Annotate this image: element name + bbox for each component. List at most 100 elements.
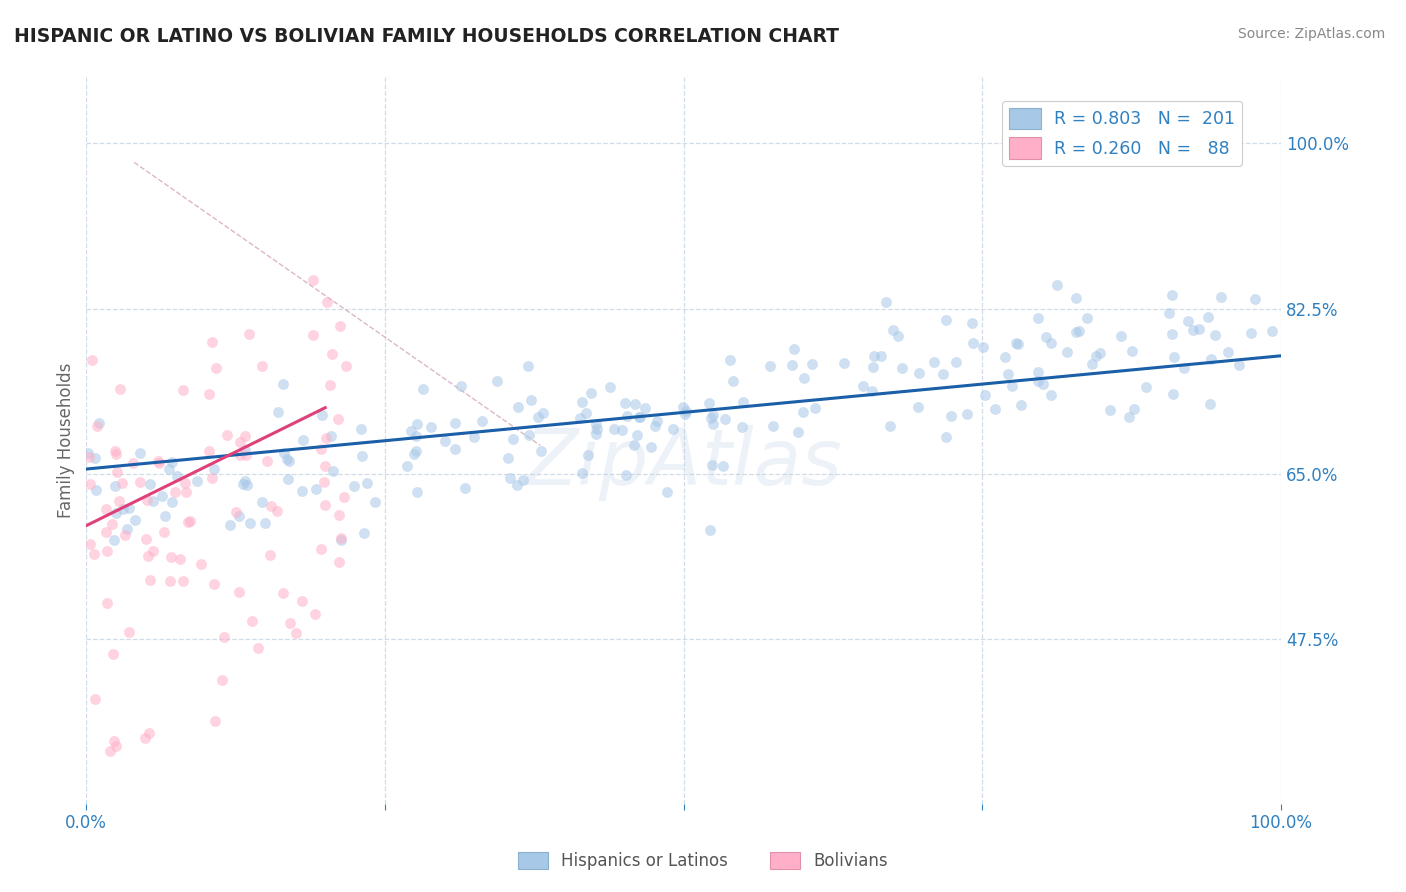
- Point: [405, 429, 427, 443]
- Point: [94, 524, 117, 539]
- Point: [98, 743, 121, 757]
- Point: [1243, 292, 1265, 306]
- Point: [118, 501, 141, 516]
- Point: [96, 544, 118, 558]
- Point: [673, 407, 696, 421]
- Point: [79, 537, 101, 551]
- Point: [718, 352, 741, 367]
- Point: [309, 442, 332, 456]
- Point: [516, 359, 538, 374]
- Point: [419, 419, 441, 434]
- Point: [276, 452, 298, 467]
- Point: [852, 378, 875, 392]
- Point: [343, 479, 366, 493]
- Point: [412, 382, 434, 396]
- Point: [1197, 310, 1219, 325]
- Point: [887, 329, 910, 343]
- Point: [128, 446, 150, 460]
- Point: [759, 359, 782, 373]
- Point: [329, 319, 352, 334]
- Point: [1085, 349, 1108, 363]
- Point: [405, 417, 427, 431]
- Point: [1046, 277, 1069, 292]
- Point: [792, 405, 814, 419]
- Point: [278, 615, 301, 630]
- Text: HISPANIC OR LATINO VS BOLIVIAN FAMILY HOUSEHOLDS CORRELATION CHART: HISPANIC OR LATINO VS BOLIVIAN FAMILY HO…: [14, 27, 839, 45]
- Point: [399, 424, 422, 438]
- Point: [471, 414, 494, 428]
- Point: [1173, 360, 1195, 375]
- Point: [321, 347, 343, 361]
- Point: [122, 456, 145, 470]
- Point: [238, 326, 260, 341]
- Point: [945, 355, 967, 369]
- Point: [83, 692, 105, 706]
- Point: [997, 367, 1019, 381]
- Point: [314, 458, 336, 473]
- Point: [139, 573, 162, 587]
- Point: [330, 533, 353, 547]
- Point: [235, 448, 257, 462]
- Point: [159, 574, 181, 589]
- Point: [700, 458, 723, 472]
- Point: [645, 414, 668, 428]
- Point: [1201, 351, 1223, 366]
- Point: [603, 422, 626, 436]
- Point: [614, 396, 637, 410]
- Point: [907, 401, 929, 415]
- Point: [402, 447, 425, 461]
- Point: [869, 349, 891, 363]
- Point: [198, 443, 221, 458]
- Point: [115, 522, 138, 536]
- Point: [94, 501, 117, 516]
- Point: [879, 419, 901, 434]
- Point: [1080, 357, 1102, 371]
- Text: ZipAtlas: ZipAtlas: [524, 425, 842, 500]
- Point: [571, 466, 593, 480]
- Point: [142, 544, 165, 558]
- Point: [1032, 377, 1054, 392]
- Point: [259, 549, 281, 563]
- Point: [444, 442, 467, 457]
- Point: [527, 409, 550, 424]
- Point: [1118, 410, 1140, 425]
- Point: [485, 374, 508, 388]
- Point: [506, 478, 529, 492]
- Point: [502, 432, 524, 446]
- Point: [1199, 397, 1222, 411]
- Point: [1007, 337, 1029, 351]
- Point: [219, 518, 242, 533]
- Point: [322, 464, 344, 478]
- Point: [186, 475, 208, 489]
- Point: [702, 408, 724, 422]
- Point: [922, 354, 945, 368]
- Point: [450, 378, 472, 392]
- Point: [138, 726, 160, 740]
- Point: [1177, 314, 1199, 328]
- Point: [77, 446, 100, 460]
- Point: [499, 471, 522, 485]
- Point: [328, 555, 350, 569]
- Point: [1076, 311, 1098, 326]
- Point: [110, 382, 132, 396]
- Point: [1240, 326, 1263, 340]
- Point: [302, 327, 325, 342]
- Point: [302, 273, 325, 287]
- Point: [730, 419, 752, 434]
- Point: [236, 478, 259, 492]
- Point: [1211, 290, 1233, 304]
- Point: [212, 630, 235, 644]
- Point: [793, 371, 815, 385]
- Point: [129, 475, 152, 489]
- Point: [333, 491, 356, 505]
- Point: [146, 454, 169, 468]
- Point: [512, 474, 534, 488]
- Point: [228, 434, 250, 449]
- Point: [80, 353, 103, 368]
- Point: [463, 430, 485, 444]
- Point: [135, 532, 157, 546]
- Point: [585, 427, 607, 442]
- Point: [271, 377, 294, 392]
- Point: [1005, 335, 1028, 350]
- Point: [273, 445, 295, 459]
